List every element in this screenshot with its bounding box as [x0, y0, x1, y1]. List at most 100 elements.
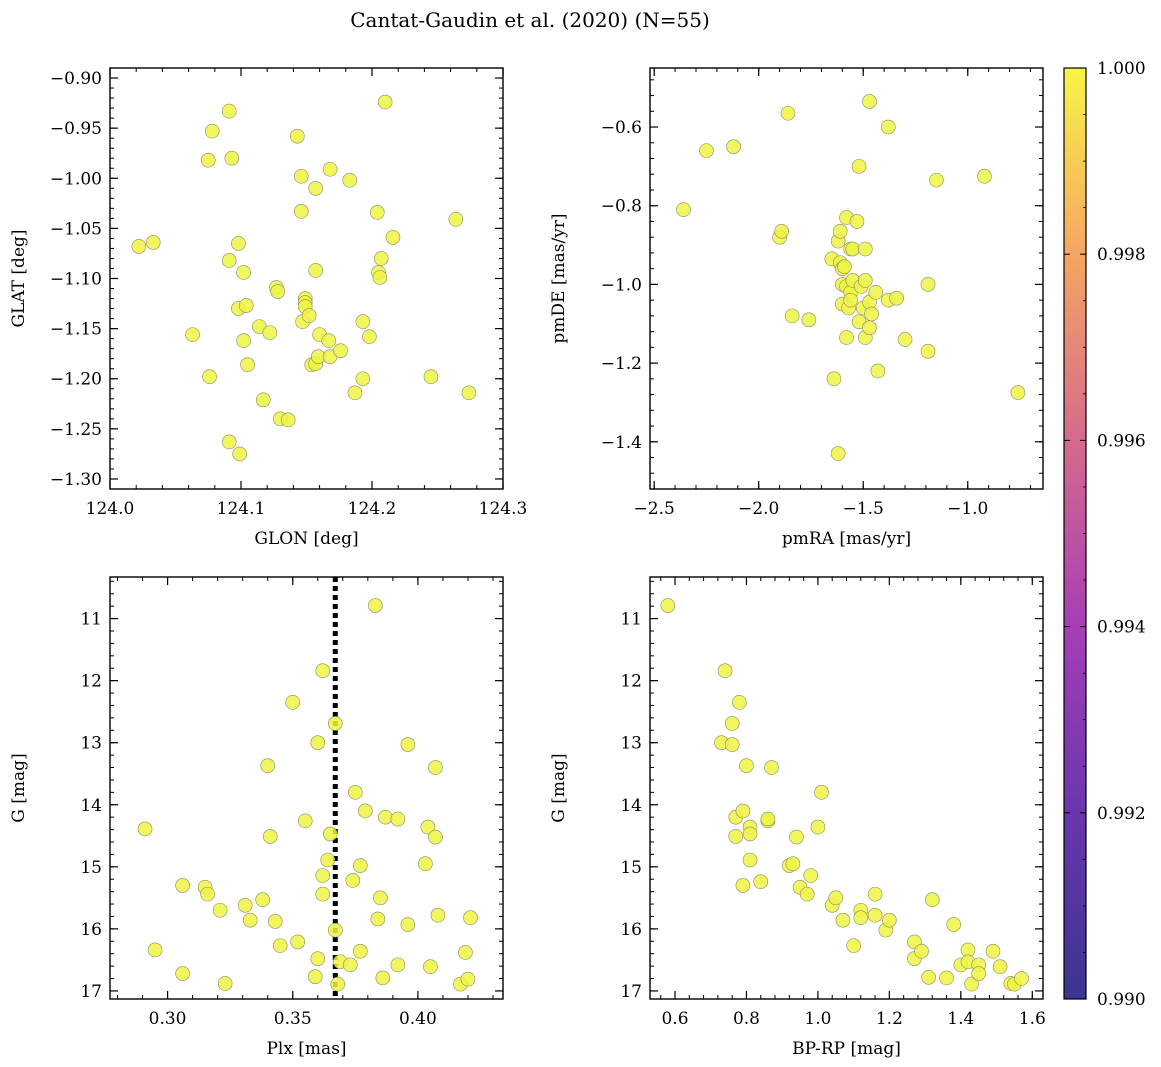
- panel-color-magnitude: 0.6 0.8 1.0 1.2 1.4 1.6 11 12 13 14 15 16 17 BP-RP [m…: [549, 576, 1046, 1059]
- data-point: [390, 811, 406, 827]
- colorbar-tick-label: 0.998: [1097, 245, 1146, 265]
- data-point: [255, 392, 271, 408]
- data-point: [726, 139, 741, 154]
- data-point: [217, 976, 233, 991]
- data-point: [463, 910, 478, 926]
- data-point: [362, 329, 377, 344]
- data-point: [293, 168, 309, 184]
- data-point: [774, 223, 789, 239]
- data-point: [297, 813, 313, 829]
- data-point: [735, 803, 751, 819]
- data-point: [204, 123, 220, 139]
- data-point: [175, 966, 190, 981]
- data-point: [428, 829, 443, 845]
- data-point: [939, 970, 954, 986]
- data-point: [784, 308, 800, 324]
- data-point: [353, 858, 368, 873]
- y-axis-label: pmDE [mas/yr]: [549, 213, 569, 343]
- y-tick-label: 16: [80, 920, 102, 940]
- data-point: [377, 94, 393, 110]
- data-point: [307, 969, 323, 984]
- data-point: [780, 105, 796, 121]
- data-point: [345, 873, 361, 888]
- data-point: [423, 369, 439, 385]
- data-point: [221, 434, 237, 450]
- data-point: [347, 385, 363, 401]
- data-point: [224, 150, 240, 166]
- data-point: [810, 819, 826, 835]
- data-point: [369, 205, 385, 220]
- data-point: [327, 922, 343, 938]
- data-point: [728, 829, 744, 844]
- data-point: [830, 446, 846, 461]
- data-point: [964, 976, 979, 992]
- data-point: [801, 312, 817, 328]
- x-tick-label: 0.40: [399, 1009, 437, 1029]
- x-tick-label: 0.8: [733, 1009, 760, 1029]
- data-point: [423, 959, 438, 975]
- colorbar-tick-label: 0.992: [1097, 804, 1146, 824]
- data-point: [315, 886, 331, 902]
- y-tick-label: 17: [80, 982, 102, 1002]
- data-point: [267, 914, 283, 929]
- y-tick-label: 11: [620, 610, 642, 630]
- data-point: [236, 265, 251, 280]
- data-point: [868, 284, 884, 300]
- data-point: [200, 886, 215, 902]
- data-point: [882, 912, 897, 928]
- data-point: [353, 943, 368, 959]
- colorbar-tick-label: 0.990: [1097, 990, 1146, 1010]
- data-point: [742, 826, 758, 842]
- data-point: [373, 251, 389, 266]
- data-point: [321, 333, 337, 348]
- data-point: [430, 907, 446, 923]
- y-tick-label: 14: [80, 796, 102, 816]
- data-point: [320, 852, 336, 868]
- data-point: [232, 446, 247, 462]
- panel-parallax-magnitude: 0.30 0.35 0.40 11 12 13 14 15 16 17 Plx [mas] G [ma…: [9, 576, 504, 1059]
- data-point: [870, 363, 886, 379]
- data-point: [322, 826, 338, 842]
- data-point: [992, 959, 1008, 975]
- data-point: [971, 966, 986, 981]
- data-point: [333, 343, 348, 358]
- data-point: [368, 598, 383, 613]
- data-point: [240, 357, 255, 373]
- data-point: [914, 943, 929, 959]
- data-point: [355, 371, 371, 387]
- data-point: [355, 314, 371, 329]
- data-point: [348, 785, 363, 800]
- data-point: [147, 942, 163, 958]
- data-point: [724, 737, 740, 752]
- data-point: [293, 204, 309, 219]
- data-point: [308, 180, 323, 196]
- data-point: [370, 911, 386, 927]
- data-point: [372, 270, 388, 285]
- data-point: [137, 821, 153, 837]
- axes-frame: [649, 576, 1044, 1000]
- data-point: [843, 292, 858, 308]
- y-tick-label: −0.95: [50, 119, 102, 139]
- data-point: [742, 852, 758, 868]
- data-point: [236, 333, 251, 348]
- data-point: [373, 890, 388, 906]
- y-tick-label: −0.6: [601, 118, 642, 138]
- y-axis-label: G [mag]: [9, 753, 29, 822]
- data-point: [929, 172, 944, 188]
- y-tick-label: −1.20: [50, 370, 102, 390]
- data-point: [828, 890, 844, 906]
- data-point: [237, 897, 253, 913]
- data-point: [315, 868, 331, 883]
- data-point: [242, 912, 258, 928]
- data-point: [845, 241, 861, 257]
- data-point: [837, 259, 852, 274]
- x-tick-label: 0.35: [274, 1009, 312, 1029]
- y-tick-label: 14: [620, 796, 642, 816]
- y-tick-label: −1.15: [50, 320, 102, 340]
- y-axis-label: GLAT [deg]: [9, 229, 29, 327]
- data-point: [676, 202, 691, 217]
- data-point: [322, 161, 338, 177]
- data-point: [732, 695, 747, 710]
- data-point: [458, 945, 473, 960]
- x-axis-label: GLON [deg]: [254, 529, 358, 549]
